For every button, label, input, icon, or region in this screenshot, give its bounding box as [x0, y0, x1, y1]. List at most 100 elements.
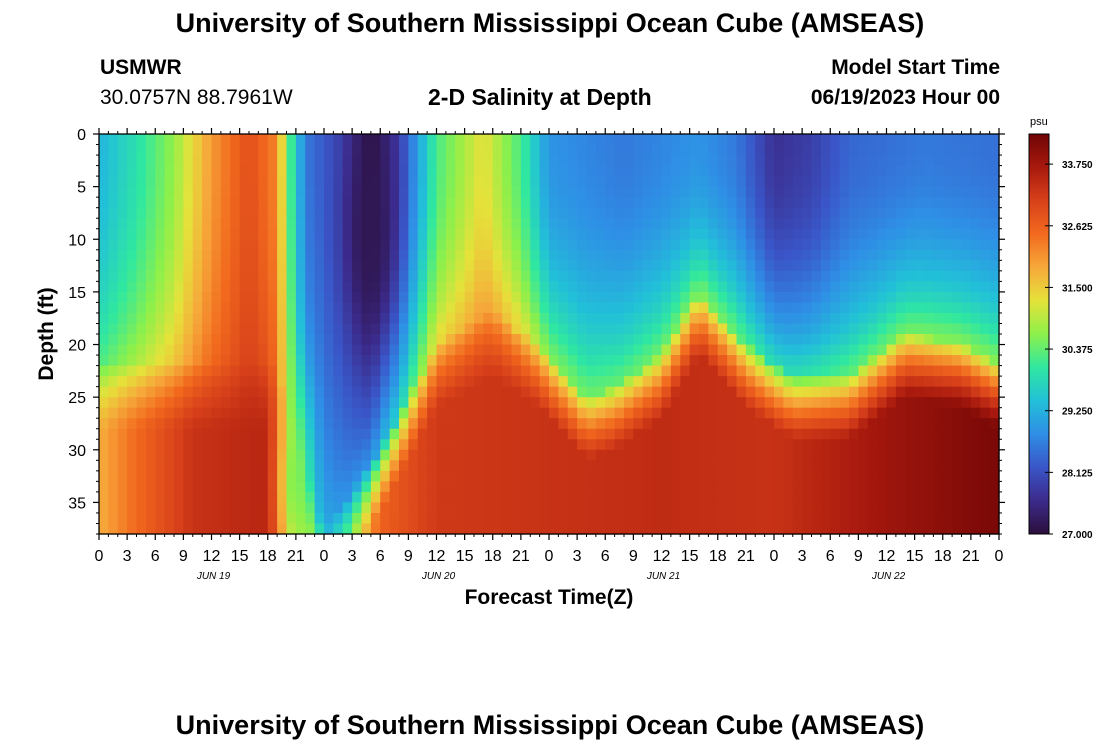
heatmap-cell — [595, 249, 606, 261]
heatmap-cell — [595, 197, 606, 209]
heatmap-cell — [670, 323, 681, 335]
heatmap-cell — [117, 439, 128, 451]
heatmap-cell — [99, 239, 109, 251]
heatmap-cell — [380, 218, 391, 230]
heatmap-cell — [989, 397, 1000, 409]
heatmap-cell — [708, 512, 719, 525]
heatmap-cell — [305, 470, 316, 482]
heatmap-cell — [530, 502, 541, 514]
heatmap-cell — [220, 355, 231, 367]
heatmap-cell — [530, 165, 541, 177]
heatmap-cell — [839, 239, 850, 251]
heatmap-cell — [680, 155, 691, 167]
heatmap-cell — [511, 207, 522, 219]
heatmap-cell — [970, 439, 981, 451]
heatmap-cell — [361, 460, 372, 472]
heatmap-cell — [417, 418, 428, 430]
heatmap-cell — [295, 470, 306, 482]
heatmap-cell — [211, 218, 222, 230]
heatmap-cell — [661, 355, 672, 367]
heatmap-cell — [511, 291, 522, 304]
heatmap-cell — [511, 512, 522, 525]
heatmap-cell — [192, 460, 203, 472]
heatmap-cell — [155, 155, 166, 167]
heatmap-cell — [492, 460, 503, 472]
heatmap-cell — [774, 218, 784, 230]
heatmap-cell — [333, 376, 344, 388]
heatmap-cell — [717, 376, 728, 388]
heatmap-cell — [530, 260, 541, 272]
heatmap-cell — [483, 165, 494, 177]
heatmap-cell — [136, 460, 147, 472]
heatmap-cell — [717, 523, 728, 535]
heatmap-cell — [117, 418, 128, 430]
heatmap-cell — [108, 418, 119, 430]
heatmap-cell — [305, 239, 316, 251]
heatmap-cell — [127, 365, 138, 377]
heatmap-cell — [961, 439, 972, 451]
heatmap-cell — [633, 439, 644, 451]
heatmap-cell — [942, 470, 953, 482]
heatmap-cell — [914, 155, 925, 167]
day-label: JUN 21 — [646, 571, 680, 582]
heatmap-cell — [530, 291, 541, 304]
heatmap-cell — [305, 281, 316, 293]
heatmap-cell — [324, 312, 334, 325]
heatmap-cell — [436, 270, 447, 282]
heatmap-cell — [277, 197, 288, 209]
heatmap-cell — [914, 460, 925, 472]
x-tick-label: 18 — [484, 548, 502, 565]
heatmap-cell — [886, 428, 897, 440]
heatmap-cell — [183, 239, 194, 251]
heatmap-cell — [502, 449, 513, 461]
heatmap-cell — [155, 218, 166, 230]
heatmap-cell — [342, 218, 353, 230]
heatmap-cell — [952, 386, 963, 398]
heatmap-cell — [464, 218, 475, 230]
heatmap-cell — [370, 260, 381, 272]
heatmap-cell — [567, 460, 578, 472]
heatmap-cell — [989, 512, 1000, 525]
heatmap-cell — [220, 165, 231, 177]
heatmap-cell — [164, 155, 175, 167]
heatmap-cell — [595, 260, 606, 272]
heatmap-cell — [211, 165, 222, 177]
heatmap-cell — [295, 502, 306, 514]
heatmap-cell — [117, 323, 128, 335]
heatmap-cell — [727, 155, 738, 167]
heatmap-cell — [417, 312, 428, 325]
heatmap-cell — [502, 502, 513, 514]
heatmap-cell — [474, 249, 484, 261]
heatmap-cell — [324, 418, 334, 430]
heatmap-cell — [136, 439, 147, 451]
heatmap-cell — [708, 260, 719, 272]
heatmap-cell — [924, 355, 934, 367]
heatmap-cell — [380, 407, 391, 419]
heatmap-cell — [220, 376, 231, 388]
heatmap-cell — [417, 228, 428, 240]
heatmap-cell — [314, 165, 325, 177]
heatmap-cell — [249, 512, 259, 525]
heatmap-cell — [399, 502, 409, 514]
heatmap-cell — [595, 165, 606, 177]
heatmap-cell — [352, 365, 363, 377]
heatmap-cell — [567, 302, 578, 314]
heatmap-cell — [183, 365, 194, 377]
heatmap-cell — [624, 376, 634, 388]
heatmap-cell — [127, 134, 138, 146]
heatmap-cell — [549, 270, 559, 282]
heatmap-cell — [502, 218, 513, 230]
heatmap-cell — [267, 186, 278, 198]
heatmap-cell — [811, 270, 822, 282]
heatmap-cell — [689, 176, 700, 188]
heatmap-cell — [905, 334, 916, 346]
heatmap-cell — [502, 491, 513, 504]
heatmap-cell — [567, 165, 578, 177]
heatmap-cell — [849, 312, 859, 325]
heatmap-cell — [689, 428, 700, 440]
heatmap-cell — [736, 481, 747, 493]
heatmap-cell — [567, 312, 578, 325]
heatmap-cell — [745, 260, 756, 272]
heatmap-cell — [783, 491, 794, 504]
heatmap-cell — [764, 281, 775, 293]
